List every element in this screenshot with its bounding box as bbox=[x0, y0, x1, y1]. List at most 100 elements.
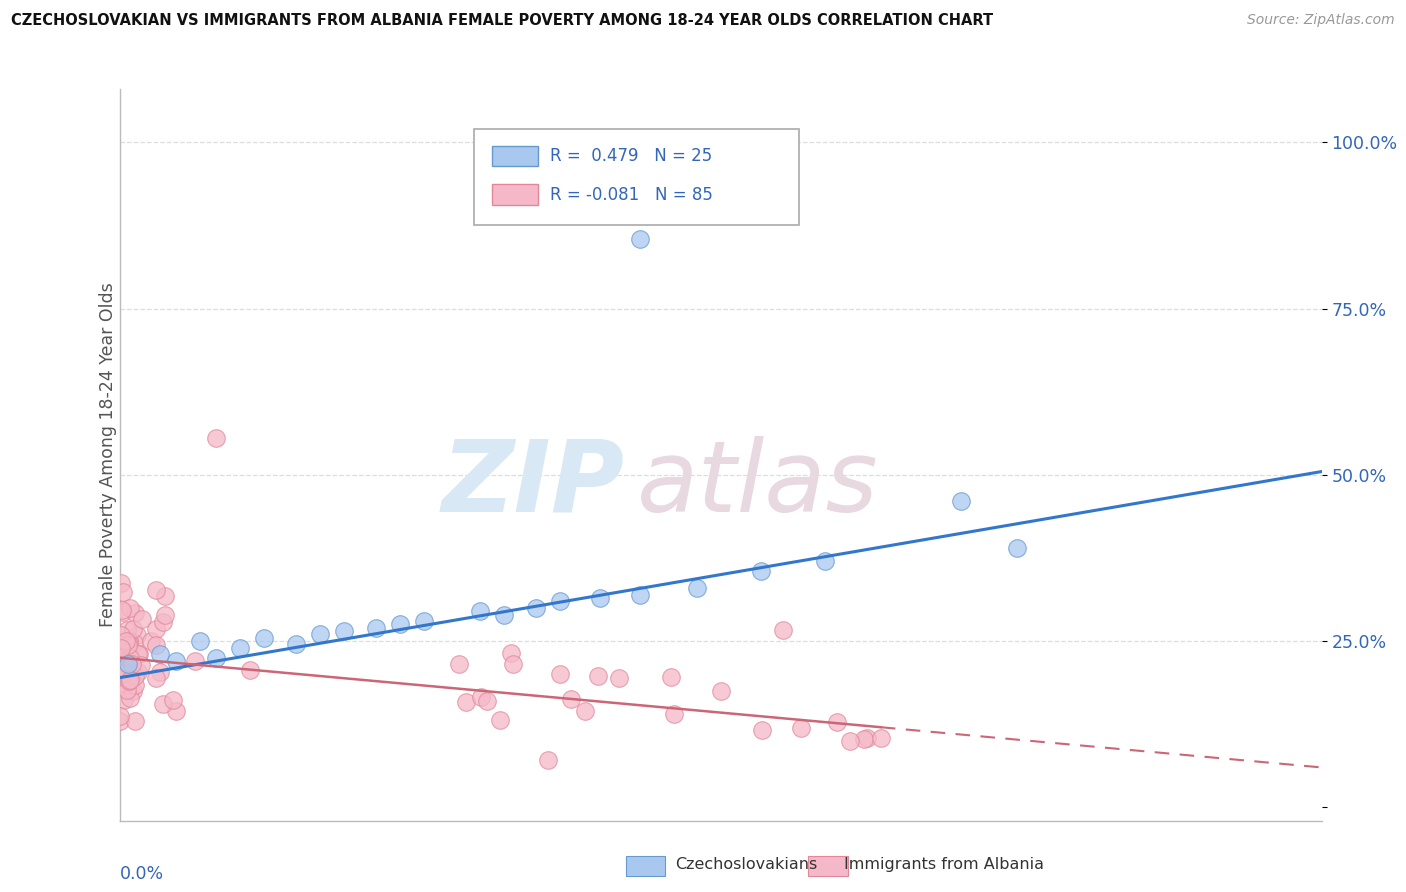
Point bbox=[111, 605, 134, 619]
Point bbox=[108, 640, 131, 654]
Point bbox=[790, 721, 813, 735]
Point bbox=[110, 575, 132, 590]
Text: CZECHOSLOVAKIAN VS IMMIGRANTS FROM ALBANIA FEMALE POVERTY AMONG 18-24 YEAR OLDS : CZECHOSLOVAKIAN VS IMMIGRANTS FROM ALBAN… bbox=[11, 13, 994, 29]
Point bbox=[188, 634, 211, 648]
Point bbox=[152, 615, 174, 630]
Point bbox=[499, 646, 522, 660]
Point bbox=[120, 672, 142, 686]
Bar bbox=[492, 145, 538, 166]
Point bbox=[110, 640, 132, 655]
Point bbox=[111, 603, 134, 617]
Point bbox=[145, 671, 167, 685]
Point bbox=[772, 623, 794, 637]
Point bbox=[586, 669, 609, 683]
Point bbox=[494, 607, 516, 622]
FancyBboxPatch shape bbox=[474, 129, 799, 225]
Text: 0.0%: 0.0% bbox=[120, 864, 163, 882]
Point bbox=[117, 682, 139, 697]
Point bbox=[115, 623, 138, 637]
Point bbox=[108, 709, 131, 723]
Point bbox=[114, 643, 136, 657]
Point bbox=[127, 665, 149, 680]
Point bbox=[112, 692, 135, 706]
Point bbox=[112, 666, 135, 681]
Point bbox=[124, 668, 146, 682]
Point bbox=[162, 693, 184, 707]
Text: R =  0.479   N = 25: R = 0.479 N = 25 bbox=[550, 147, 711, 165]
Point bbox=[607, 671, 630, 685]
Point bbox=[239, 663, 262, 677]
Point bbox=[630, 588, 652, 602]
Point bbox=[131, 612, 153, 626]
Point bbox=[630, 232, 652, 246]
Point bbox=[117, 674, 139, 689]
Point bbox=[364, 621, 387, 635]
Point bbox=[153, 607, 176, 622]
Point bbox=[165, 654, 187, 668]
Point bbox=[152, 697, 174, 711]
Point bbox=[1005, 541, 1028, 555]
Point bbox=[685, 581, 707, 595]
Point bbox=[122, 683, 145, 698]
Point bbox=[388, 617, 412, 632]
Point bbox=[121, 657, 143, 671]
Point bbox=[149, 648, 172, 662]
Point bbox=[129, 658, 152, 673]
Point bbox=[869, 731, 893, 745]
Point bbox=[117, 638, 139, 652]
Point bbox=[524, 600, 547, 615]
Point bbox=[118, 673, 141, 688]
Point bbox=[145, 622, 167, 636]
Point bbox=[749, 564, 772, 578]
Point bbox=[574, 704, 596, 718]
Point bbox=[108, 663, 131, 677]
Bar bbox=[626, 856, 665, 876]
Point bbox=[117, 634, 139, 648]
Point bbox=[112, 656, 135, 670]
Point bbox=[110, 638, 132, 652]
Point bbox=[413, 614, 436, 628]
Point bbox=[502, 657, 524, 671]
Point bbox=[153, 590, 176, 604]
Point bbox=[128, 647, 150, 661]
Point bbox=[118, 600, 141, 615]
Point bbox=[550, 594, 572, 608]
Point bbox=[468, 604, 492, 618]
Point bbox=[204, 431, 226, 445]
Point bbox=[183, 654, 205, 668]
Point bbox=[950, 494, 973, 508]
Point bbox=[589, 591, 612, 605]
Point bbox=[475, 694, 498, 708]
Point bbox=[659, 670, 682, 684]
Point bbox=[449, 657, 471, 671]
Point bbox=[145, 582, 167, 597]
Point bbox=[111, 585, 134, 599]
Text: atlas: atlas bbox=[637, 435, 879, 533]
Text: Source: ZipAtlas.com: Source: ZipAtlas.com bbox=[1247, 13, 1395, 28]
Point bbox=[662, 706, 685, 721]
Point bbox=[814, 554, 837, 568]
Point bbox=[124, 714, 146, 728]
Point bbox=[456, 695, 478, 709]
Point bbox=[204, 650, 226, 665]
Point bbox=[118, 637, 141, 651]
Bar bbox=[808, 856, 848, 876]
Point bbox=[124, 606, 146, 620]
Point bbox=[709, 684, 731, 698]
Point bbox=[856, 731, 879, 746]
Point bbox=[108, 714, 131, 728]
Text: R = -0.081   N = 85: R = -0.081 N = 85 bbox=[550, 186, 713, 203]
Point bbox=[122, 622, 145, 636]
Point bbox=[560, 691, 582, 706]
Point bbox=[253, 631, 276, 645]
Point bbox=[309, 627, 332, 641]
Point bbox=[751, 723, 773, 737]
Point bbox=[333, 624, 356, 639]
Point bbox=[120, 690, 142, 705]
Point bbox=[139, 634, 162, 648]
Point bbox=[852, 731, 875, 746]
Point bbox=[125, 627, 148, 641]
Point bbox=[550, 667, 572, 681]
Point bbox=[149, 665, 172, 680]
Text: ZIP: ZIP bbox=[441, 435, 624, 533]
